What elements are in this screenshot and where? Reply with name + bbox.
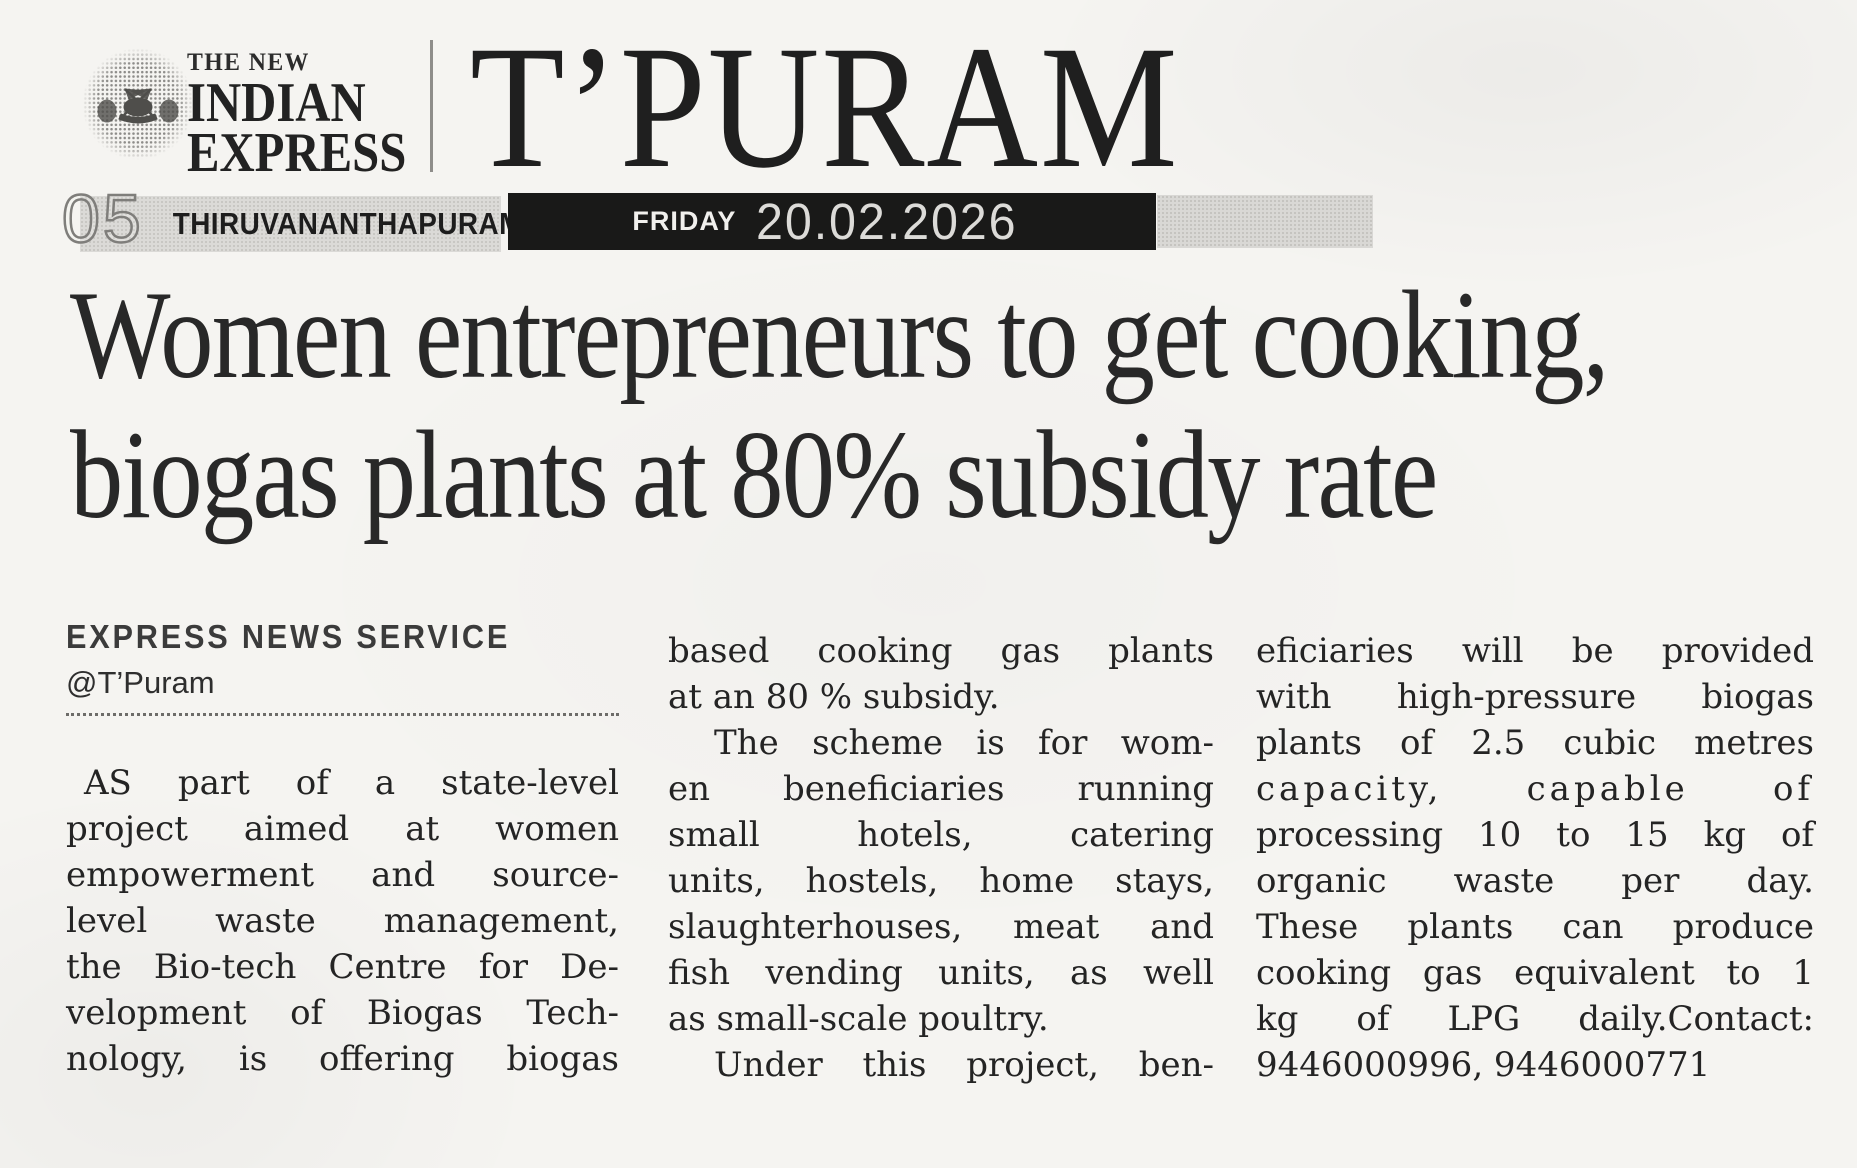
article-line: en beneficiaries running [668, 769, 1214, 809]
article-line: velopment of Biogas Tech- [66, 993, 619, 1033]
article-line: the Bio-tech Centre for De- [66, 947, 619, 987]
article-line: nology, is offering biogas [66, 1039, 619, 1079]
article-line: with high-pressure biogas [1256, 677, 1814, 717]
article-line: as small-scale poultry. [668, 999, 1049, 1039]
date-bar: FRIDAY 20.02.2026 [508, 193, 1156, 250]
day-label: FRIDAY [632, 206, 737, 236]
crest-icon [83, 48, 193, 160]
headline: Women entrepreneurs to get cooking, biog… [70, 266, 1609, 546]
article-line: at an 80 % subsidy. [668, 677, 1000, 717]
article-line: project aimed at women [66, 809, 619, 849]
article-line: Under this project, ben- [714, 1045, 1214, 1085]
article-line: The scheme is for wom- [714, 723, 1214, 763]
brand-name-line-2: EXPRESS [187, 122, 407, 184]
byline-location: @T’Puram [66, 665, 215, 700]
headline-line-1: Women entrepreneurs to get cooking, [70, 266, 1609, 405]
dotted-divider [66, 713, 619, 716]
page-number: 05 [61, 180, 144, 259]
edition-title: T’PURAM [470, 10, 1180, 205]
article-column-1: AS part of a state-level project aimed a… [66, 760, 619, 1082]
article-column-2: based cooking gas plants at an 80 % subs… [668, 628, 1214, 1088]
article-line: based cooking gas plants [668, 631, 1214, 671]
article-line: units, hostels, home stays, [668, 861, 1214, 901]
byline-agency: EXPRESS NEWS SERVICE [66, 618, 511, 655]
article-line: eficiaries will be provided [1256, 631, 1814, 671]
article-line: small hotels, catering [668, 815, 1214, 855]
article-line: organic waste per day. [1256, 861, 1814, 901]
article-line: capacity, capable of [1256, 769, 1814, 809]
article-line: fish vending units, as well [668, 953, 1214, 993]
city-strip: THIRUVANANTHAPURAM [80, 196, 522, 252]
brand-name-line-1: INDIAN [187, 72, 366, 134]
crest-flags-lions-icon [97, 88, 179, 124]
article-column-3: eficiaries will be provided with high-pr… [1256, 628, 1814, 1088]
city-label: THIRUVANANTHAPURAM [172, 206, 523, 241]
article-line: level waste management, [66, 901, 619, 941]
article-line: cooking gas equivalent to 1 [1256, 953, 1814, 993]
headline-line-2: biogas plants at 80% subsidy rate [70, 406, 1438, 545]
article-line: kg of LPG daily.Contact: [1256, 999, 1814, 1039]
brand-block: THE NEW INDIAN EXPRESS [187, 49, 439, 184]
article-line: plants of 2.5 cubic metres [1256, 723, 1814, 763]
date-label: 20.02.2026 [756, 193, 1018, 250]
date-bar-extension [1157, 195, 1373, 248]
article-line: AS part of a state-level [84, 763, 619, 803]
article-line: 9446000996, 9446000771 [1256, 1045, 1711, 1085]
article-line: processing 10 to 15 kg of [1256, 815, 1814, 855]
brand-kicker: THE NEW [187, 49, 310, 76]
article-line: These plants can produce [1256, 907, 1814, 947]
byline: EXPRESS NEWS SERVICE @T’Puram [66, 618, 619, 716]
masthead-divider [430, 40, 433, 172]
article-line: empowerment and source- [66, 855, 619, 895]
article-line: slaughterhouses, meat and [668, 907, 1214, 947]
